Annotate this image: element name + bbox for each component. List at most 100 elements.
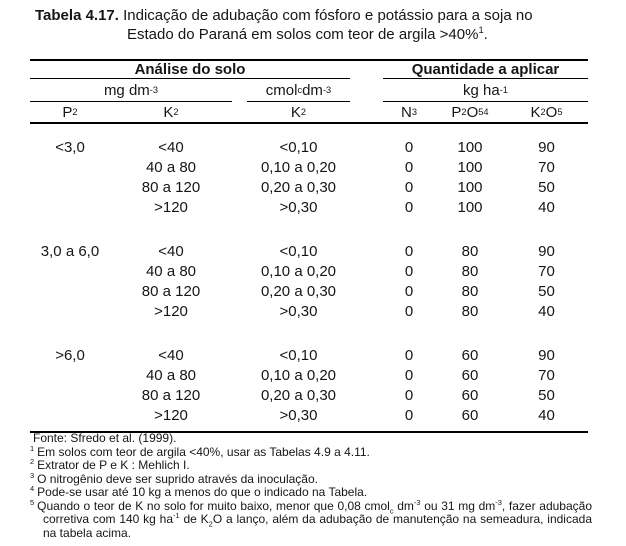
title-prefix: Tabela 4.17.: [35, 7, 119, 24]
table-cell-k-mg: <40: [158, 242, 184, 260]
table-cell-gap: [232, 261, 247, 281]
table-cell-k-mg: 40 a 80: [145, 158, 197, 176]
table-cell-k-cmol: <0,10: [279, 138, 318, 156]
table-cell-gap: [350, 177, 383, 197]
table-cell-p2o5: 80: [461, 282, 479, 300]
table-cell-p-range: [30, 177, 110, 197]
table-cell-n: 0: [404, 282, 414, 300]
unit-header-row: mg dm -3 cmol c dm -3 kg ha -1: [30, 79, 588, 102]
footnote-4: 4 Pode-se usar até 10 kg a menos do que o…: [30, 484, 592, 500]
footnote-text: Em solos com teor de argila <40%, usar a…: [37, 444, 370, 459]
table-cell-gap: [350, 261, 383, 281]
footnote-marker: 2: [30, 457, 35, 466]
title-text: Indicação de adubação com fósforo e potá…: [123, 7, 533, 24]
table-cell-k-mg: >120: [154, 406, 188, 424]
table-cell-n: 0: [404, 178, 414, 196]
table-cell-n: 0: [404, 386, 414, 404]
table-cell-gap: [350, 405, 383, 425]
table-cell-k-cmol: 0,20 a 0,30: [260, 386, 337, 404]
table-cell-gap: [350, 365, 383, 385]
table-cell-n: 0: [404, 406, 414, 424]
unit-gap: [232, 79, 247, 102]
header-analise-do-solo: Análise do solo: [30, 61, 350, 79]
table-cell-p2o5: 60: [461, 346, 479, 364]
table-cell-p2o5: 80: [461, 302, 479, 320]
table-row: >120 >0,30 0 60 40: [30, 405, 588, 425]
table-cell-n: 0: [404, 262, 414, 280]
footnotes: Fonte: Sfredo et al. (1999). 1 Em solos c…: [30, 431, 592, 540]
table-cell-gap: [350, 137, 383, 157]
table-row: 40 a 80 0,10 a 0,20 0 100 70: [30, 157, 588, 177]
table-cell-gap: [232, 241, 247, 261]
table-cell-gap: [350, 241, 383, 261]
table-row: <3,0 <40 <0,10 0 100 90: [30, 137, 588, 157]
fertilization-table: Análise do solo Quantidade a aplicar mg …: [30, 59, 588, 433]
table-cell-k-mg: <40: [158, 138, 184, 156]
table-title: Tabela 4.17. Indicação de adubação com f…: [35, 6, 595, 44]
table-cell-p-range: <3,0: [55, 138, 85, 156]
footnote-text: Quando o teor de K no solo for muito bai…: [37, 497, 592, 540]
fonte-line: Fonte: Sfredo et al. (1999).: [33, 431, 177, 445]
table-cell-gap: [350, 157, 383, 177]
table-cell-n: 0: [404, 242, 414, 260]
footnote-marker: 1: [30, 443, 35, 453]
table-cell-p-range: [30, 157, 110, 177]
table-cell-k-mg: 80 a 120: [141, 178, 201, 196]
table-cell-p2o5: 100: [457, 178, 483, 196]
footnote-text: Pode-se usar até 10 kg a menos do que o …: [37, 485, 368, 499]
table-cell-k-cmol: 0,10 a 0,20: [260, 366, 337, 384]
table-row: >120 >0,30 0 100 40: [30, 197, 588, 217]
table-row: >120 >0,30 0 80 40: [30, 301, 588, 321]
table-cell-k2o: 50: [538, 282, 555, 300]
table-cell-p2o5: 100: [457, 158, 483, 176]
table-cell-n: 0: [404, 302, 414, 320]
table-cell-k-mg: >120: [154, 198, 188, 216]
table-cell-p2o5: 60: [461, 386, 479, 404]
unit-gap: [350, 79, 383, 102]
header-quantidade-a-aplicar: Quantidade a aplicar: [383, 61, 588, 79]
table-cell-k2o: 70: [538, 262, 555, 280]
col-gap: [232, 102, 247, 122]
table-row: 80 a 120 0,20 a 0,30 0 100 50: [30, 177, 588, 197]
table-cell-gap: [232, 137, 247, 157]
table-cell-gap: [350, 301, 383, 321]
table-cell-p-range: >6,0: [55, 346, 85, 364]
table-cell-k2o: 90: [538, 138, 555, 156]
unit-mg-dm3: mg dm -3: [30, 79, 232, 102]
table-row: 80 a 120 0,20 a 0,30 0 80 50: [30, 281, 588, 301]
table-cell-k-mg: 40 a 80: [145, 262, 197, 280]
table-cell-k-mg: 80 a 120: [141, 386, 201, 404]
table-cell-k-mg: >120: [154, 302, 188, 320]
table-cell-k-mg: 80 a 120: [141, 282, 201, 300]
table-cell-k2o: 50: [538, 178, 555, 196]
table-cell-k2o: 90: [538, 346, 555, 364]
group-spacer: [30, 217, 588, 241]
table-row: 80 a 120 0,20 a 0,30 0 60 50: [30, 385, 588, 405]
footnote-marker: 5: [30, 497, 35, 507]
table-cell-k-cmol: >0,30: [279, 406, 318, 424]
table-cell-n: 0: [404, 158, 414, 176]
table-cell-k-cmol: >0,30: [279, 198, 318, 216]
table-cell-k2o: 90: [538, 242, 555, 260]
table-cell-n: 0: [404, 346, 414, 364]
table-cell-gap: [232, 385, 247, 405]
table-cell-k-cmol: 0,10 a 0,20: [260, 262, 337, 280]
table-cell-p-range: [30, 261, 110, 281]
table-cell-k2o: 70: [538, 158, 555, 176]
table-cell-k-cmol: <0,10: [279, 242, 318, 260]
footnote-marker: 4: [30, 484, 35, 493]
table-cell-k2o: 50: [538, 386, 555, 404]
table-cell-k2o: 40: [538, 198, 555, 216]
table-cell-p2o5: 100: [457, 138, 483, 156]
table-cell-gap: [232, 345, 247, 365]
table-cell-k-cmol: 0,10 a 0,20: [260, 158, 337, 176]
table-cell-p2o5: 80: [461, 262, 479, 280]
table-body: <3,0 <40 <0,10 0 100 90 40 a 80 0,10 a 0,20 0 100…: [30, 124, 588, 433]
table-cell-k2o: 40: [538, 302, 555, 320]
